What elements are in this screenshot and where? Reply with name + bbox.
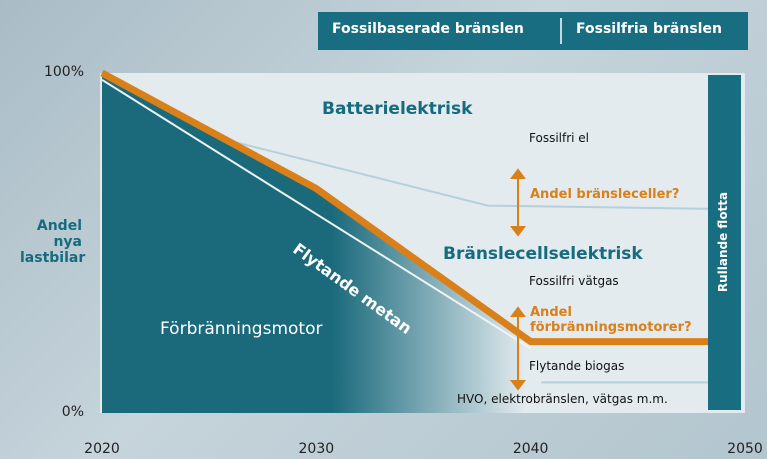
annotation: Fossilfri el bbox=[529, 131, 590, 145]
annotation: Batterielektrisk bbox=[322, 99, 473, 119]
arrows bbox=[510, 168, 526, 391]
series-line bbox=[101, 78, 532, 350]
x-tick-label: 2040 bbox=[512, 441, 549, 457]
annotation: Andel förbränningsmotorer? bbox=[530, 305, 692, 335]
legend-box bbox=[318, 12, 748, 50]
y-tick-label: 100% bbox=[43, 64, 84, 80]
series-line bbox=[100, 69, 724, 346]
annotation: Förbränningsmotor bbox=[160, 319, 323, 339]
annotation: HVO, elektrobränslen, vätgas m.m. bbox=[457, 392, 668, 406]
annotation: Bränslecellselektrisk bbox=[443, 244, 643, 264]
legend-label: Fossilfria bränslen bbox=[576, 21, 722, 37]
annotation: Fossilfri vätgas bbox=[529, 274, 619, 288]
x-tick-label: 2030 bbox=[298, 441, 335, 457]
annotation: Andel bränsleceller? bbox=[530, 187, 680, 202]
x-tick-label: 2050 bbox=[727, 441, 763, 457]
y-tick-label: 0% bbox=[61, 404, 84, 420]
legend-label: Fossilbaserade bränslen bbox=[332, 21, 524, 37]
fleet-bar bbox=[708, 75, 741, 410]
x-tick-label: 2020 bbox=[84, 441, 120, 457]
y-axis-label: Andel nya lastbilar bbox=[20, 218, 86, 267]
annotation: Rullande flotta bbox=[716, 191, 731, 293]
annotation: Flytande biogas bbox=[529, 359, 625, 373]
series-line bbox=[230, 140, 724, 210]
